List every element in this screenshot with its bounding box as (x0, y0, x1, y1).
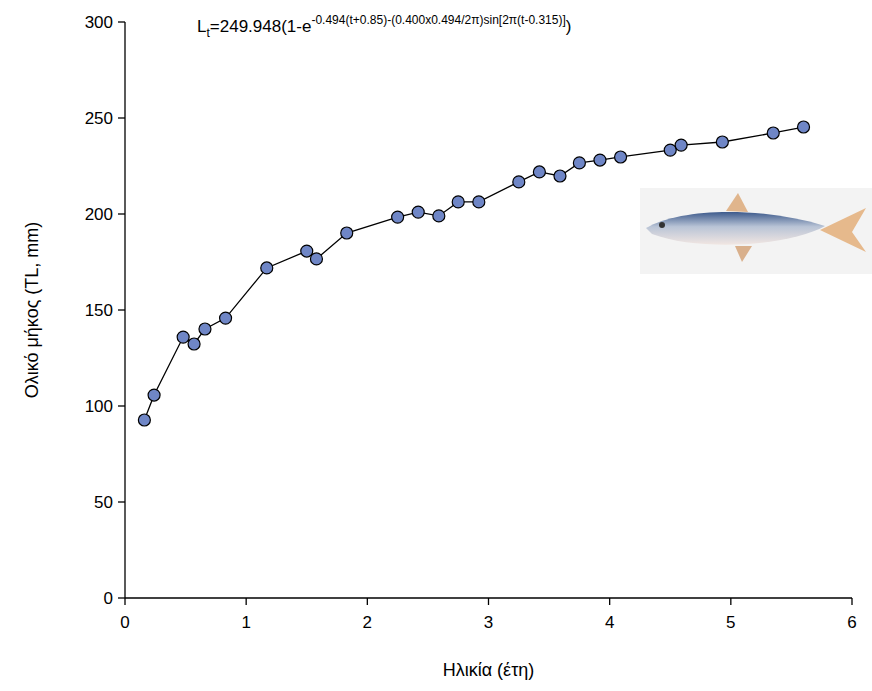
data-point (188, 338, 200, 350)
x-tick-label: 6 (847, 613, 856, 632)
data-point (301, 245, 313, 257)
fish-eye (659, 222, 665, 228)
y-tick (118, 405, 125, 406)
x-tick (488, 598, 489, 605)
data-point (767, 127, 779, 139)
x-tick-label: 4 (605, 613, 614, 632)
y-tick-label: 150 (85, 301, 113, 320)
data-point (594, 154, 606, 166)
fish-illustration (640, 188, 872, 274)
x-tick (246, 598, 247, 605)
y-axis-title: Ολικό μήκος (TL, mm) (22, 222, 42, 399)
x-tick (367, 598, 368, 605)
y-tick-label: 50 (94, 493, 113, 512)
data-point (433, 210, 445, 222)
y-tick (118, 597, 125, 598)
data-point (341, 227, 353, 239)
data-point (533, 166, 545, 178)
x-tick-label: 5 (726, 613, 735, 632)
data-point (554, 170, 566, 182)
x-tick-label: 3 (484, 613, 493, 632)
data-point (261, 262, 273, 274)
x-tick-label: 1 (241, 613, 250, 632)
y-tick (118, 309, 125, 310)
y-tick (118, 21, 125, 22)
data-point (392, 211, 404, 223)
plot-area (138, 121, 809, 426)
data-point (199, 323, 211, 335)
y-tick (118, 117, 125, 118)
y-tick (118, 213, 125, 214)
y-tick (118, 501, 125, 502)
title: Lt=249.948(1-e-0.494(t+0.85)-(0.400x0.49… (197, 13, 571, 40)
title-part: L (197, 17, 206, 36)
data-point (798, 121, 810, 133)
data-point (615, 151, 627, 163)
y-tick-label: 0 (104, 589, 113, 608)
title-part: =249.948(1-e (210, 17, 312, 36)
fish-fin (735, 246, 752, 262)
y-tick-label: 300 (85, 13, 113, 32)
data-point (664, 144, 676, 156)
data-point (148, 389, 160, 401)
x-tick-label: 2 (363, 613, 372, 632)
data-point (177, 331, 189, 343)
x-tick (124, 598, 125, 605)
data-point (310, 253, 322, 265)
data-point (473, 196, 485, 208)
y-tick-label: 200 (85, 205, 113, 224)
y-tick-label: 250 (85, 109, 113, 128)
series-line (144, 127, 803, 420)
title-part: ) (566, 17, 572, 36)
x-tick-label: 0 (120, 613, 129, 632)
fish-fin (726, 193, 748, 212)
chart: 0 50 100 150 200 250 300 0 1 2 3 4 5 6 Ηλικία (έτη) Ολι… (0, 0, 872, 691)
title-part: -0.494(t+0.85)-(0.400x0.494/2π)sin[2π(t-… (311, 13, 565, 27)
x-axis-title: Ηλικία (έτη) (443, 660, 535, 680)
x-tick (730, 598, 731, 605)
y-tick-label: 100 (85, 397, 113, 416)
data-point (220, 312, 232, 324)
x-tick (851, 598, 852, 605)
data-point (138, 414, 150, 426)
data-point (675, 139, 687, 151)
data-point (412, 206, 424, 218)
x-tick (609, 598, 610, 605)
fish-tail (820, 208, 866, 252)
data-point (716, 136, 728, 148)
fish-body (646, 212, 825, 245)
data-point (573, 157, 585, 169)
fish-bg (640, 188, 872, 274)
data-point (513, 176, 525, 188)
data-point (452, 196, 464, 208)
